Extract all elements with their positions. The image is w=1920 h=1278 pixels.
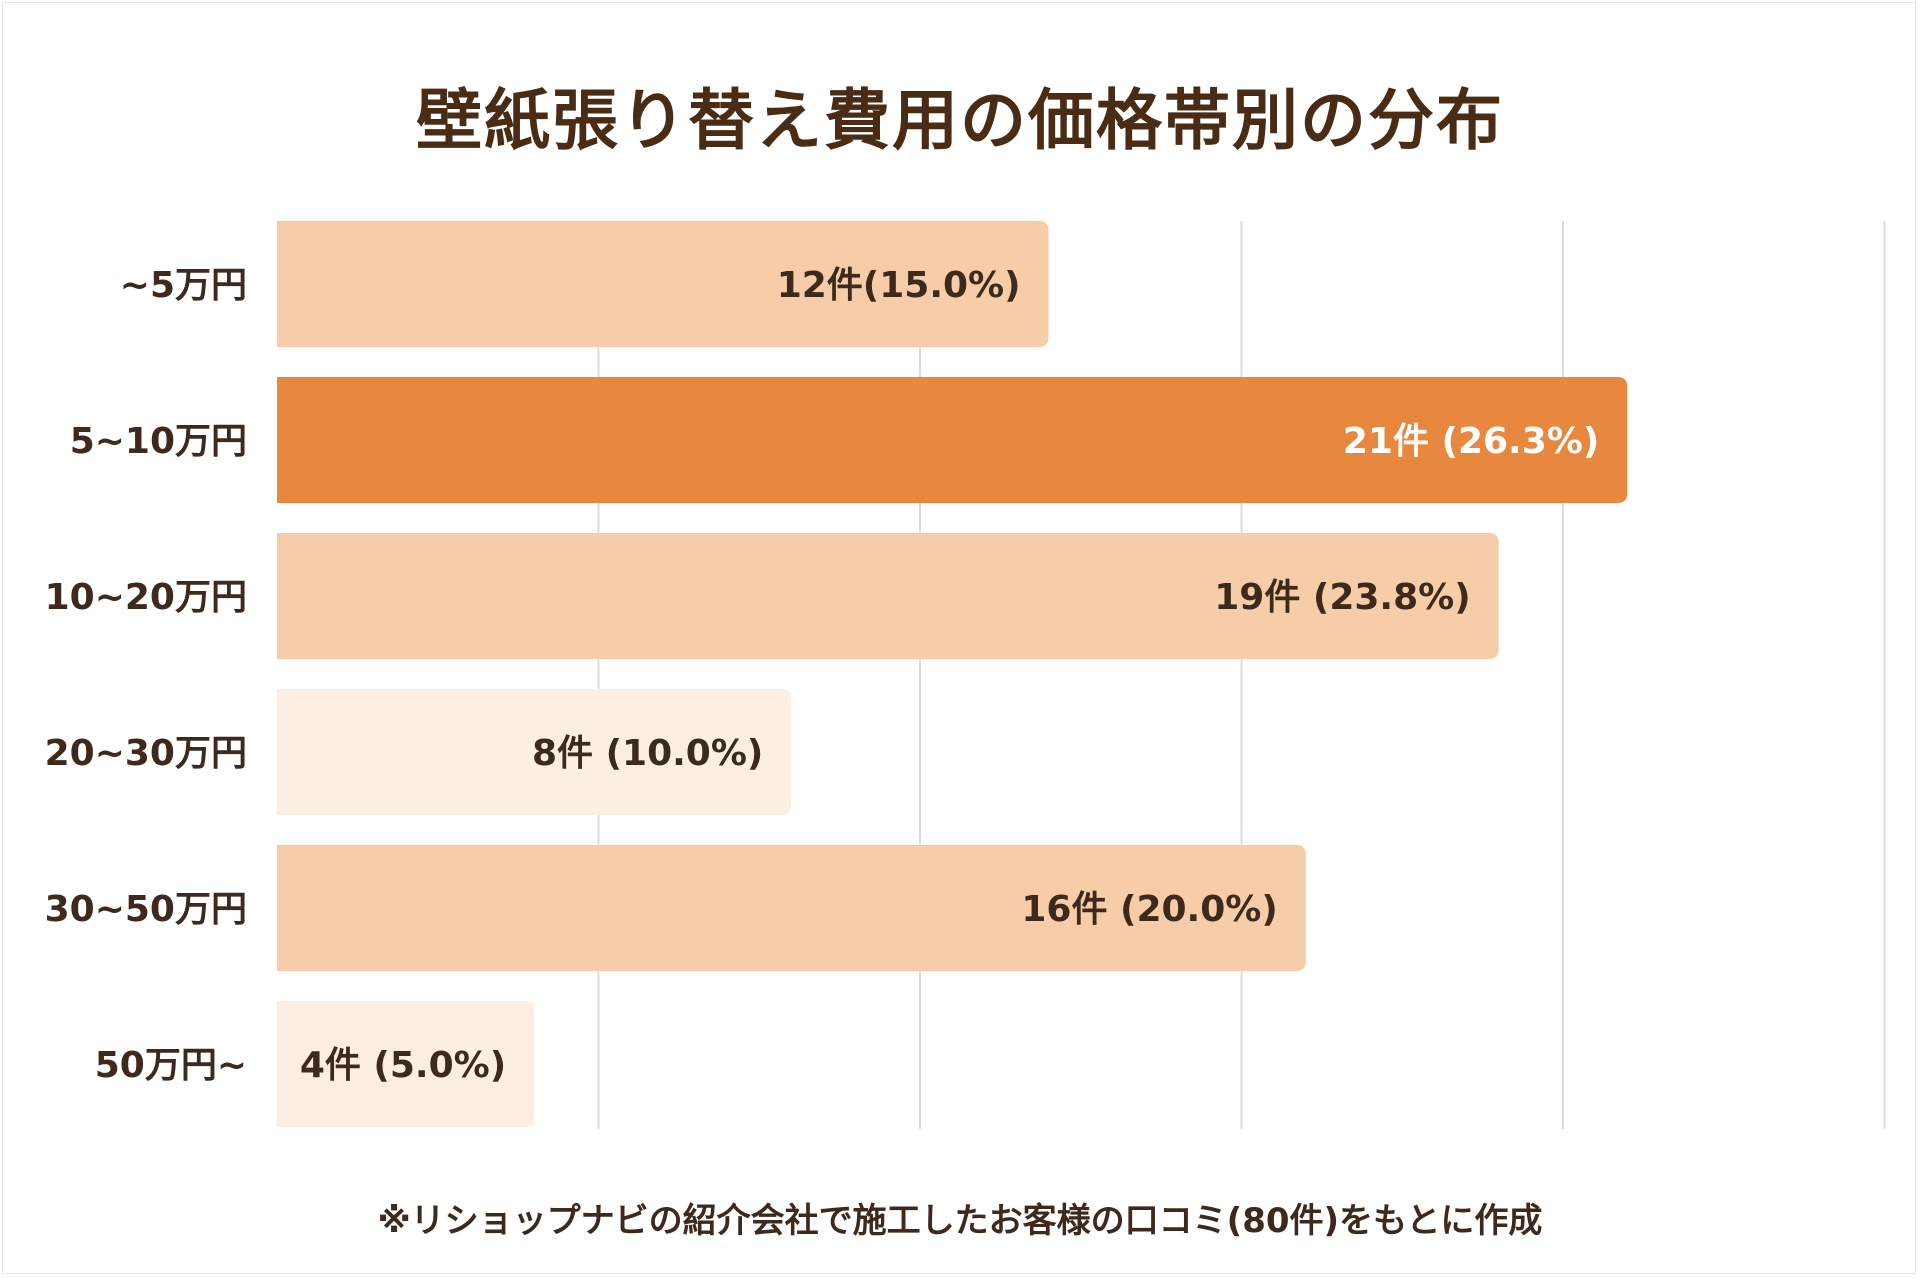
data-label-0: 12件(15.0%) — [777, 265, 1021, 306]
bar-1 — [277, 377, 1628, 503]
data-label-4: 16件 (20.0%) — [1021, 889, 1277, 930]
bar-0 — [277, 221, 1049, 347]
category-label-4: 30~50万円 — [45, 889, 247, 930]
data-label-1: 21件 (26.3%) — [1343, 421, 1599, 462]
chart-title: 壁紙張り替え費用の価格帯別の分布 — [416, 82, 1504, 159]
category-label-0: ~5万円 — [120, 265, 247, 306]
bar-chart: ~5万円 5~10万円 10~20万円 20~30万円 30~50万円 50万円~ 12件(… — [45, 221, 1886, 1129]
bars — [277, 221, 1628, 1127]
data-labels: 12件(15.0%) 21件 (26.3%) 19件 (23.8%) 8件 (10.0… — [300, 265, 1599, 1086]
bar-5 — [277, 1001, 535, 1127]
category-label-3: 20~30万円 — [45, 733, 247, 774]
bar-3 — [277, 689, 792, 815]
data-label-3: 8件 (10.0%) — [532, 733, 763, 774]
data-label-2: 19件 (23.8%) — [1214, 577, 1470, 618]
gridlines — [597, 221, 1886, 1129]
category-label-2: 10~20万円 — [45, 577, 247, 618]
data-label-5: 4件 (5.0%) — [300, 1045, 506, 1086]
category-label-1: 5~10万円 — [70, 421, 247, 462]
bar-4 — [277, 845, 1306, 971]
bar-2 — [277, 533, 1499, 659]
category-labels: ~5万円 5~10万円 10~20万円 20~30万円 30~50万円 50万円~ — [45, 265, 247, 1086]
source-note: ※リショップナビの紹介会社で施工したお客様の口コミ(80件)をもとに作成 — [377, 1201, 1543, 1241]
category-label-5: 50万円~ — [95, 1045, 247, 1086]
